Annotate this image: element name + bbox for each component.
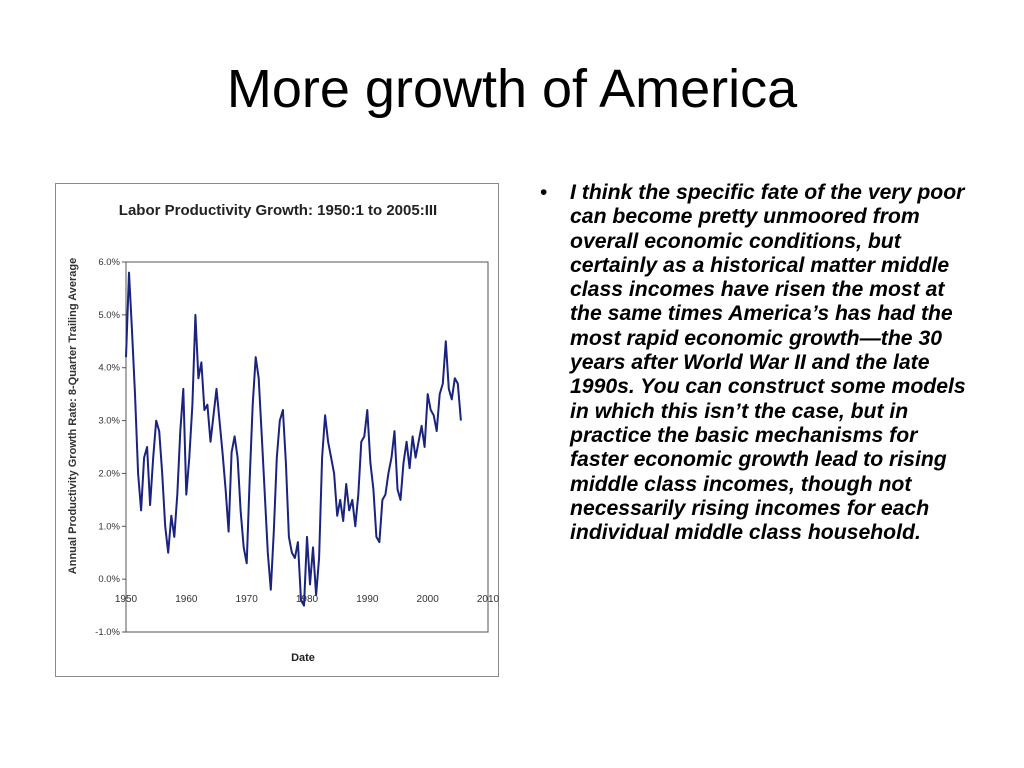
y-axis-label: Annual Productivity Growth Rate: 8-Quart… [67, 258, 79, 574]
chart-title: Labor Productivity Growth: 1950:1 to 200… [119, 202, 437, 219]
x-tick-label: 1990 [356, 594, 379, 605]
x-tick-label: 1950 [115, 594, 138, 605]
x-tick-label: 1980 [296, 594, 319, 605]
bullet-list: • I think the specific fate of the very … [540, 181, 980, 545]
productivity-chart: Labor Productivity Growth: 1950:1 to 200… [67, 202, 500, 664]
x-tick-label: 2010 [477, 594, 500, 605]
x-tick-label: 1960 [175, 594, 198, 605]
x-axis-ticks: 1950 1960 1970 1980 1990 2000 2010 [115, 594, 500, 605]
y-tick-label: 0.0% [98, 574, 120, 585]
x-tick-label: 2000 [417, 594, 440, 605]
plot-area [125, 261, 489, 633]
y-tick-label: 5.0% [98, 310, 120, 321]
bullet-text: I think the specific fate of the very po… [570, 181, 966, 545]
y-tick-label: 6.0% [98, 257, 120, 268]
y-tick-label: 4.0% [98, 363, 120, 374]
slide-title: More growth of America [226, 59, 798, 119]
y-tick-label: -1.0% [95, 627, 120, 638]
bullet-symbol: • [540, 181, 548, 204]
y-tick-label: 2.0% [98, 468, 120, 479]
series-line-productivity [125, 271, 462, 607]
bullet-item: • I think the specific fate of the very … [540, 181, 980, 545]
chart-frame: Labor Productivity Growth: 1950:1 to 200… [55, 183, 500, 677]
y-tick-label: 1.0% [98, 521, 120, 532]
y-tick-label: 3.0% [98, 416, 120, 427]
x-axis-label: Date [291, 652, 315, 664]
x-tick-label: 1970 [236, 594, 259, 605]
y-axis-ticks: -1.0% 0.0% 1.0% 2.0% 3.0% 4.0% 5.0% 6.0% [95, 257, 126, 638]
